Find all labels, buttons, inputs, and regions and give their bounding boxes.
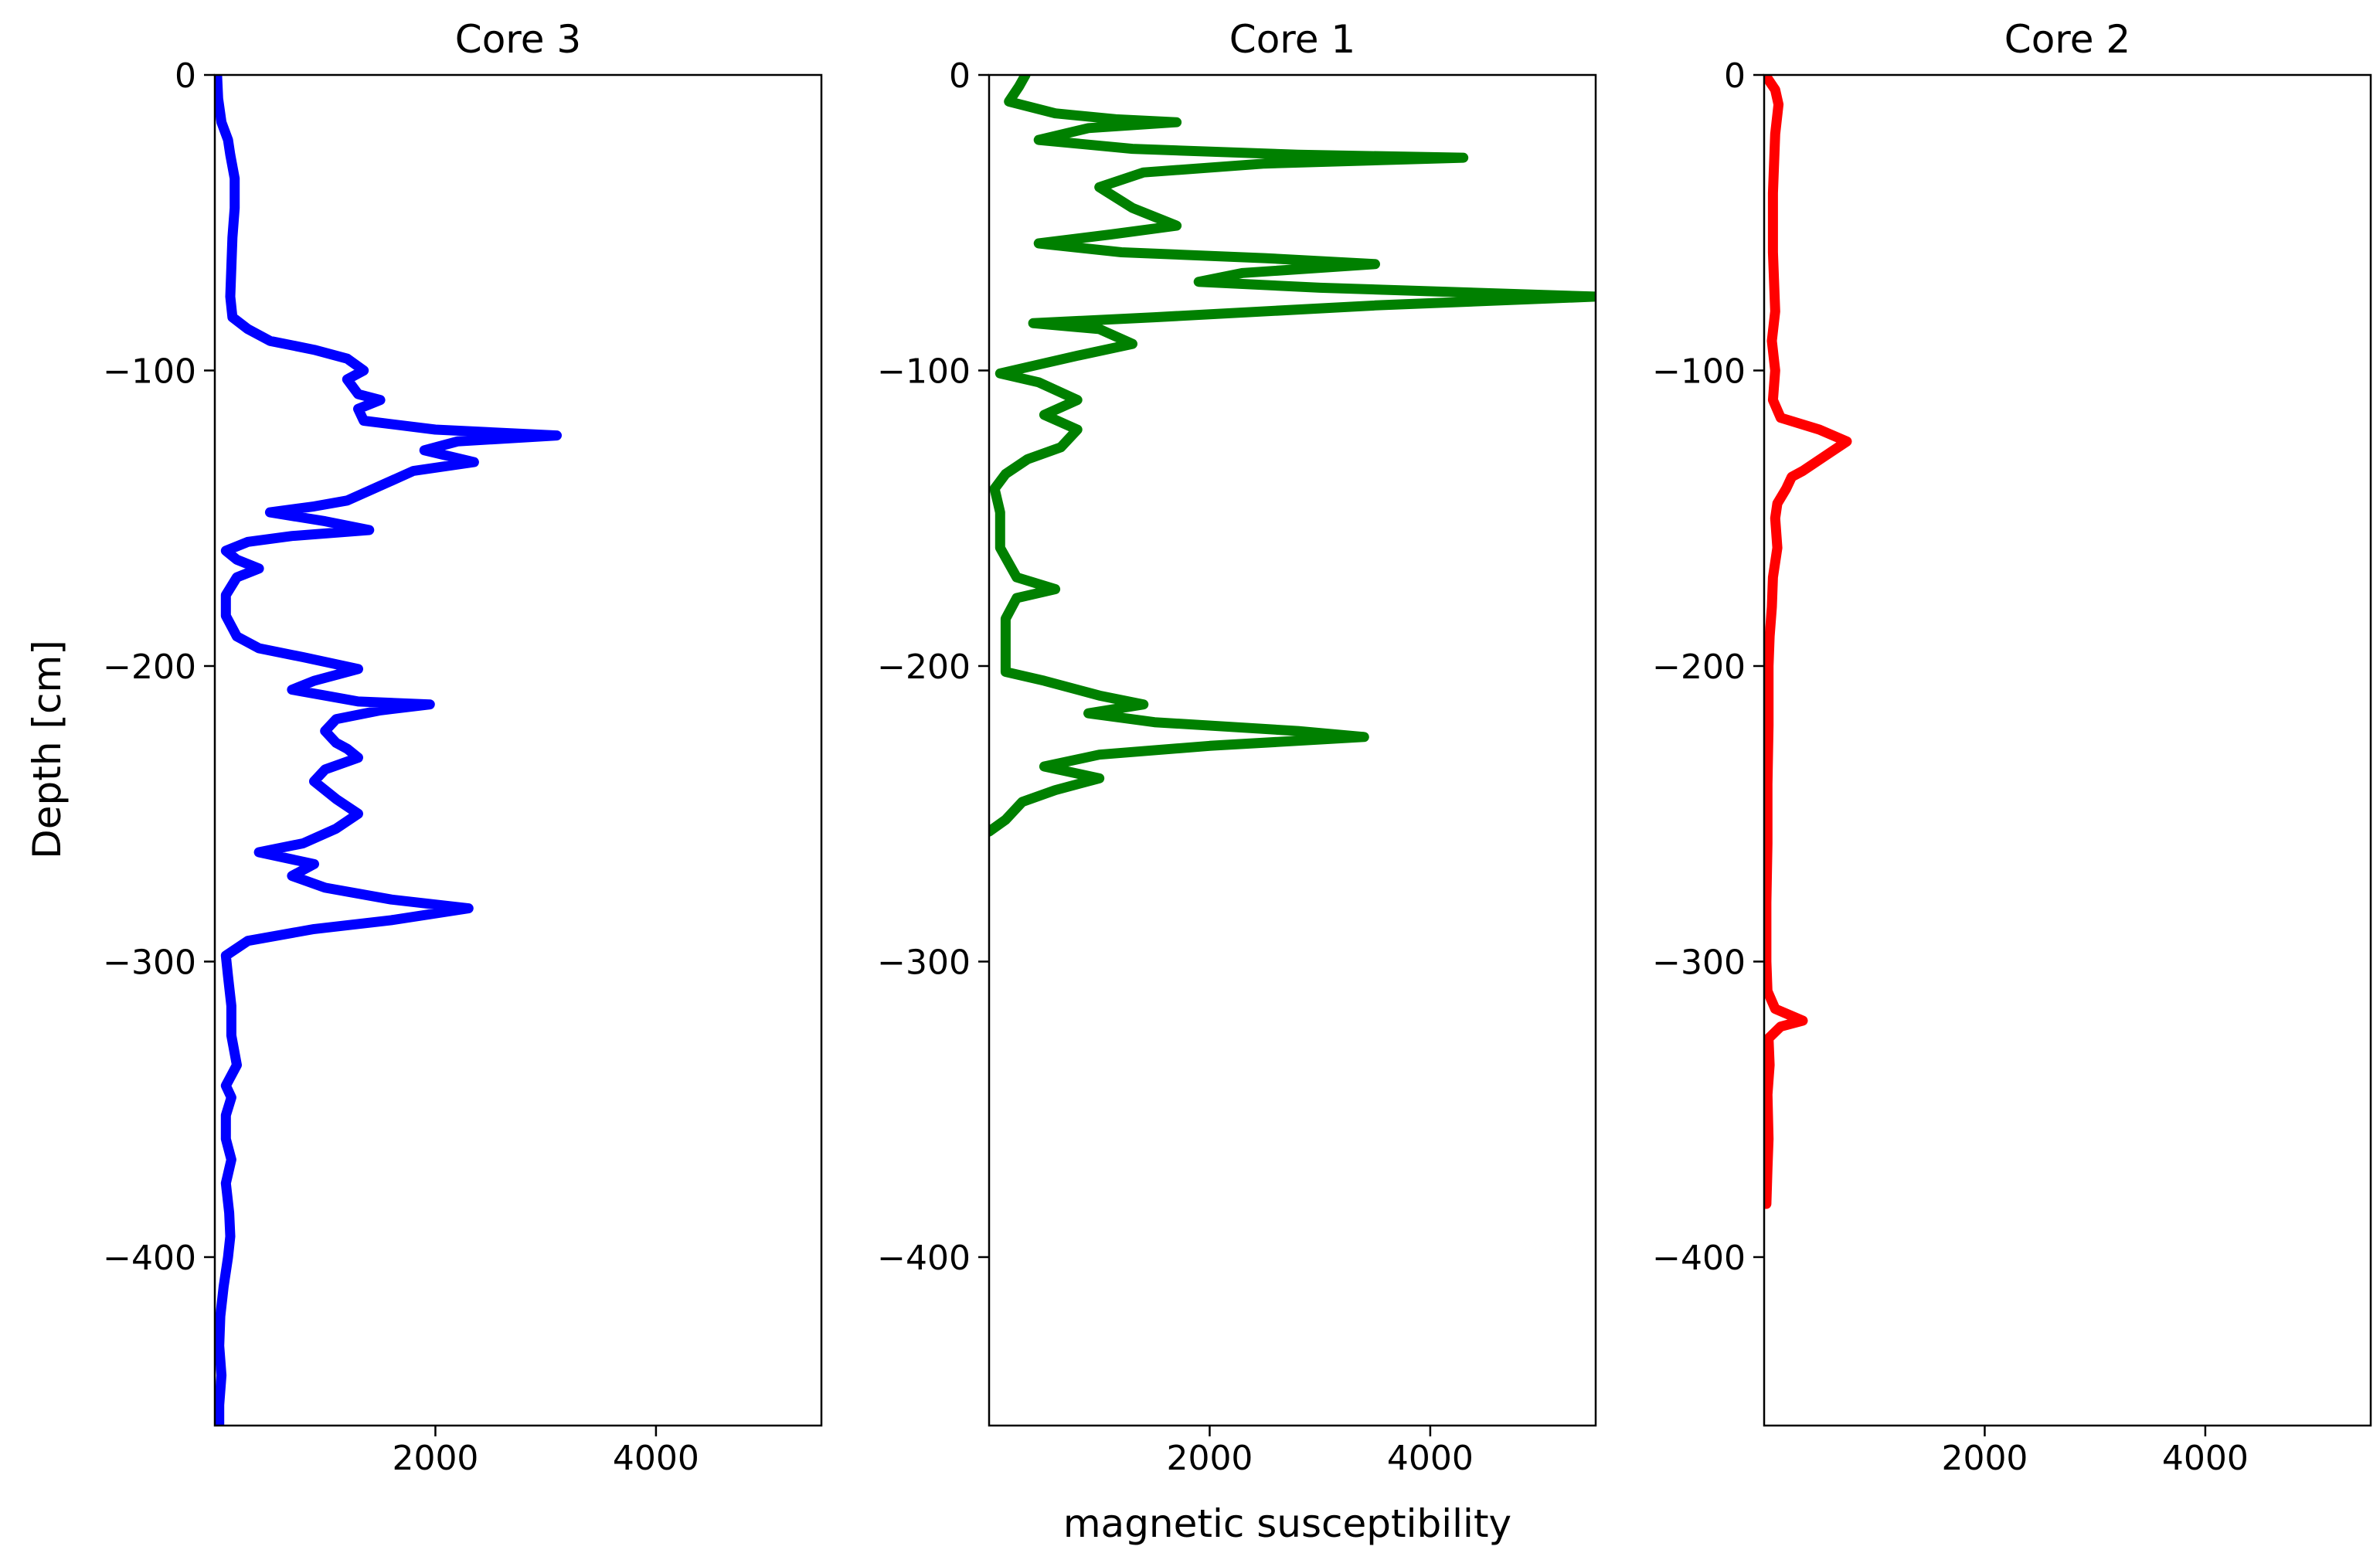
x-tick-label: 2000 xyxy=(1166,1439,1253,1478)
x-tick-label: 4000 xyxy=(2162,1439,2249,1478)
y-tick-label: 0 xyxy=(175,56,196,96)
y-axis-label: Depth [cm] xyxy=(25,640,70,858)
y-tick-label: −200 xyxy=(877,647,971,687)
panel-title: Core 1 xyxy=(1229,17,1355,62)
y-tick-label: −400 xyxy=(103,1239,196,1278)
y-tick-label: −400 xyxy=(877,1239,971,1278)
y-tick-label: −100 xyxy=(103,352,196,391)
panel-1: Core 3 0 −100 −200 −300 −400 2000 4000 xyxy=(103,17,823,1478)
y-tick-label: −100 xyxy=(1652,352,1746,391)
panel-title: Core 2 xyxy=(2004,17,2130,62)
y-tick-label: −300 xyxy=(1652,943,1746,982)
y-tick-label: −200 xyxy=(103,647,196,687)
x-tick-label: 4000 xyxy=(1387,1439,1474,1478)
y-tick-label: −200 xyxy=(1652,647,1746,687)
x-tick-label: 4000 xyxy=(613,1439,699,1478)
plot-frame xyxy=(213,73,823,1427)
y-tick-label: 0 xyxy=(949,56,971,96)
plot-frame xyxy=(1763,73,2372,1427)
panel-title: Core 3 xyxy=(455,17,581,62)
series-line-1 xyxy=(989,75,1596,837)
y-tick-label: −300 xyxy=(103,943,196,982)
series-line-1 xyxy=(215,75,562,1426)
y-tick-label: −400 xyxy=(1652,1239,1746,1278)
x-tick-label: 2000 xyxy=(1941,1439,2028,1478)
series-line-1 xyxy=(1764,75,1852,1209)
x-tick-label: 2000 xyxy=(392,1439,478,1478)
panels: Core 3 0 −100 −200 −300 −400 2000 4000 Core 1 0 −1… xyxy=(103,17,2372,1478)
y-tick-label: −300 xyxy=(877,943,971,982)
panel-2: Core 1 0 −100 −200 −300 −400 2000 4000 xyxy=(877,17,1597,1478)
plot-frame xyxy=(988,73,1597,1427)
x-axis-label: magnetic susceptibility xyxy=(1063,1501,1511,1546)
y-tick-label: −100 xyxy=(877,352,971,391)
panel-3: Core 2 0 −100 −200 −300 −400 2000 4000 xyxy=(1652,17,2372,1478)
y-tick-label: 0 xyxy=(1724,56,1746,96)
